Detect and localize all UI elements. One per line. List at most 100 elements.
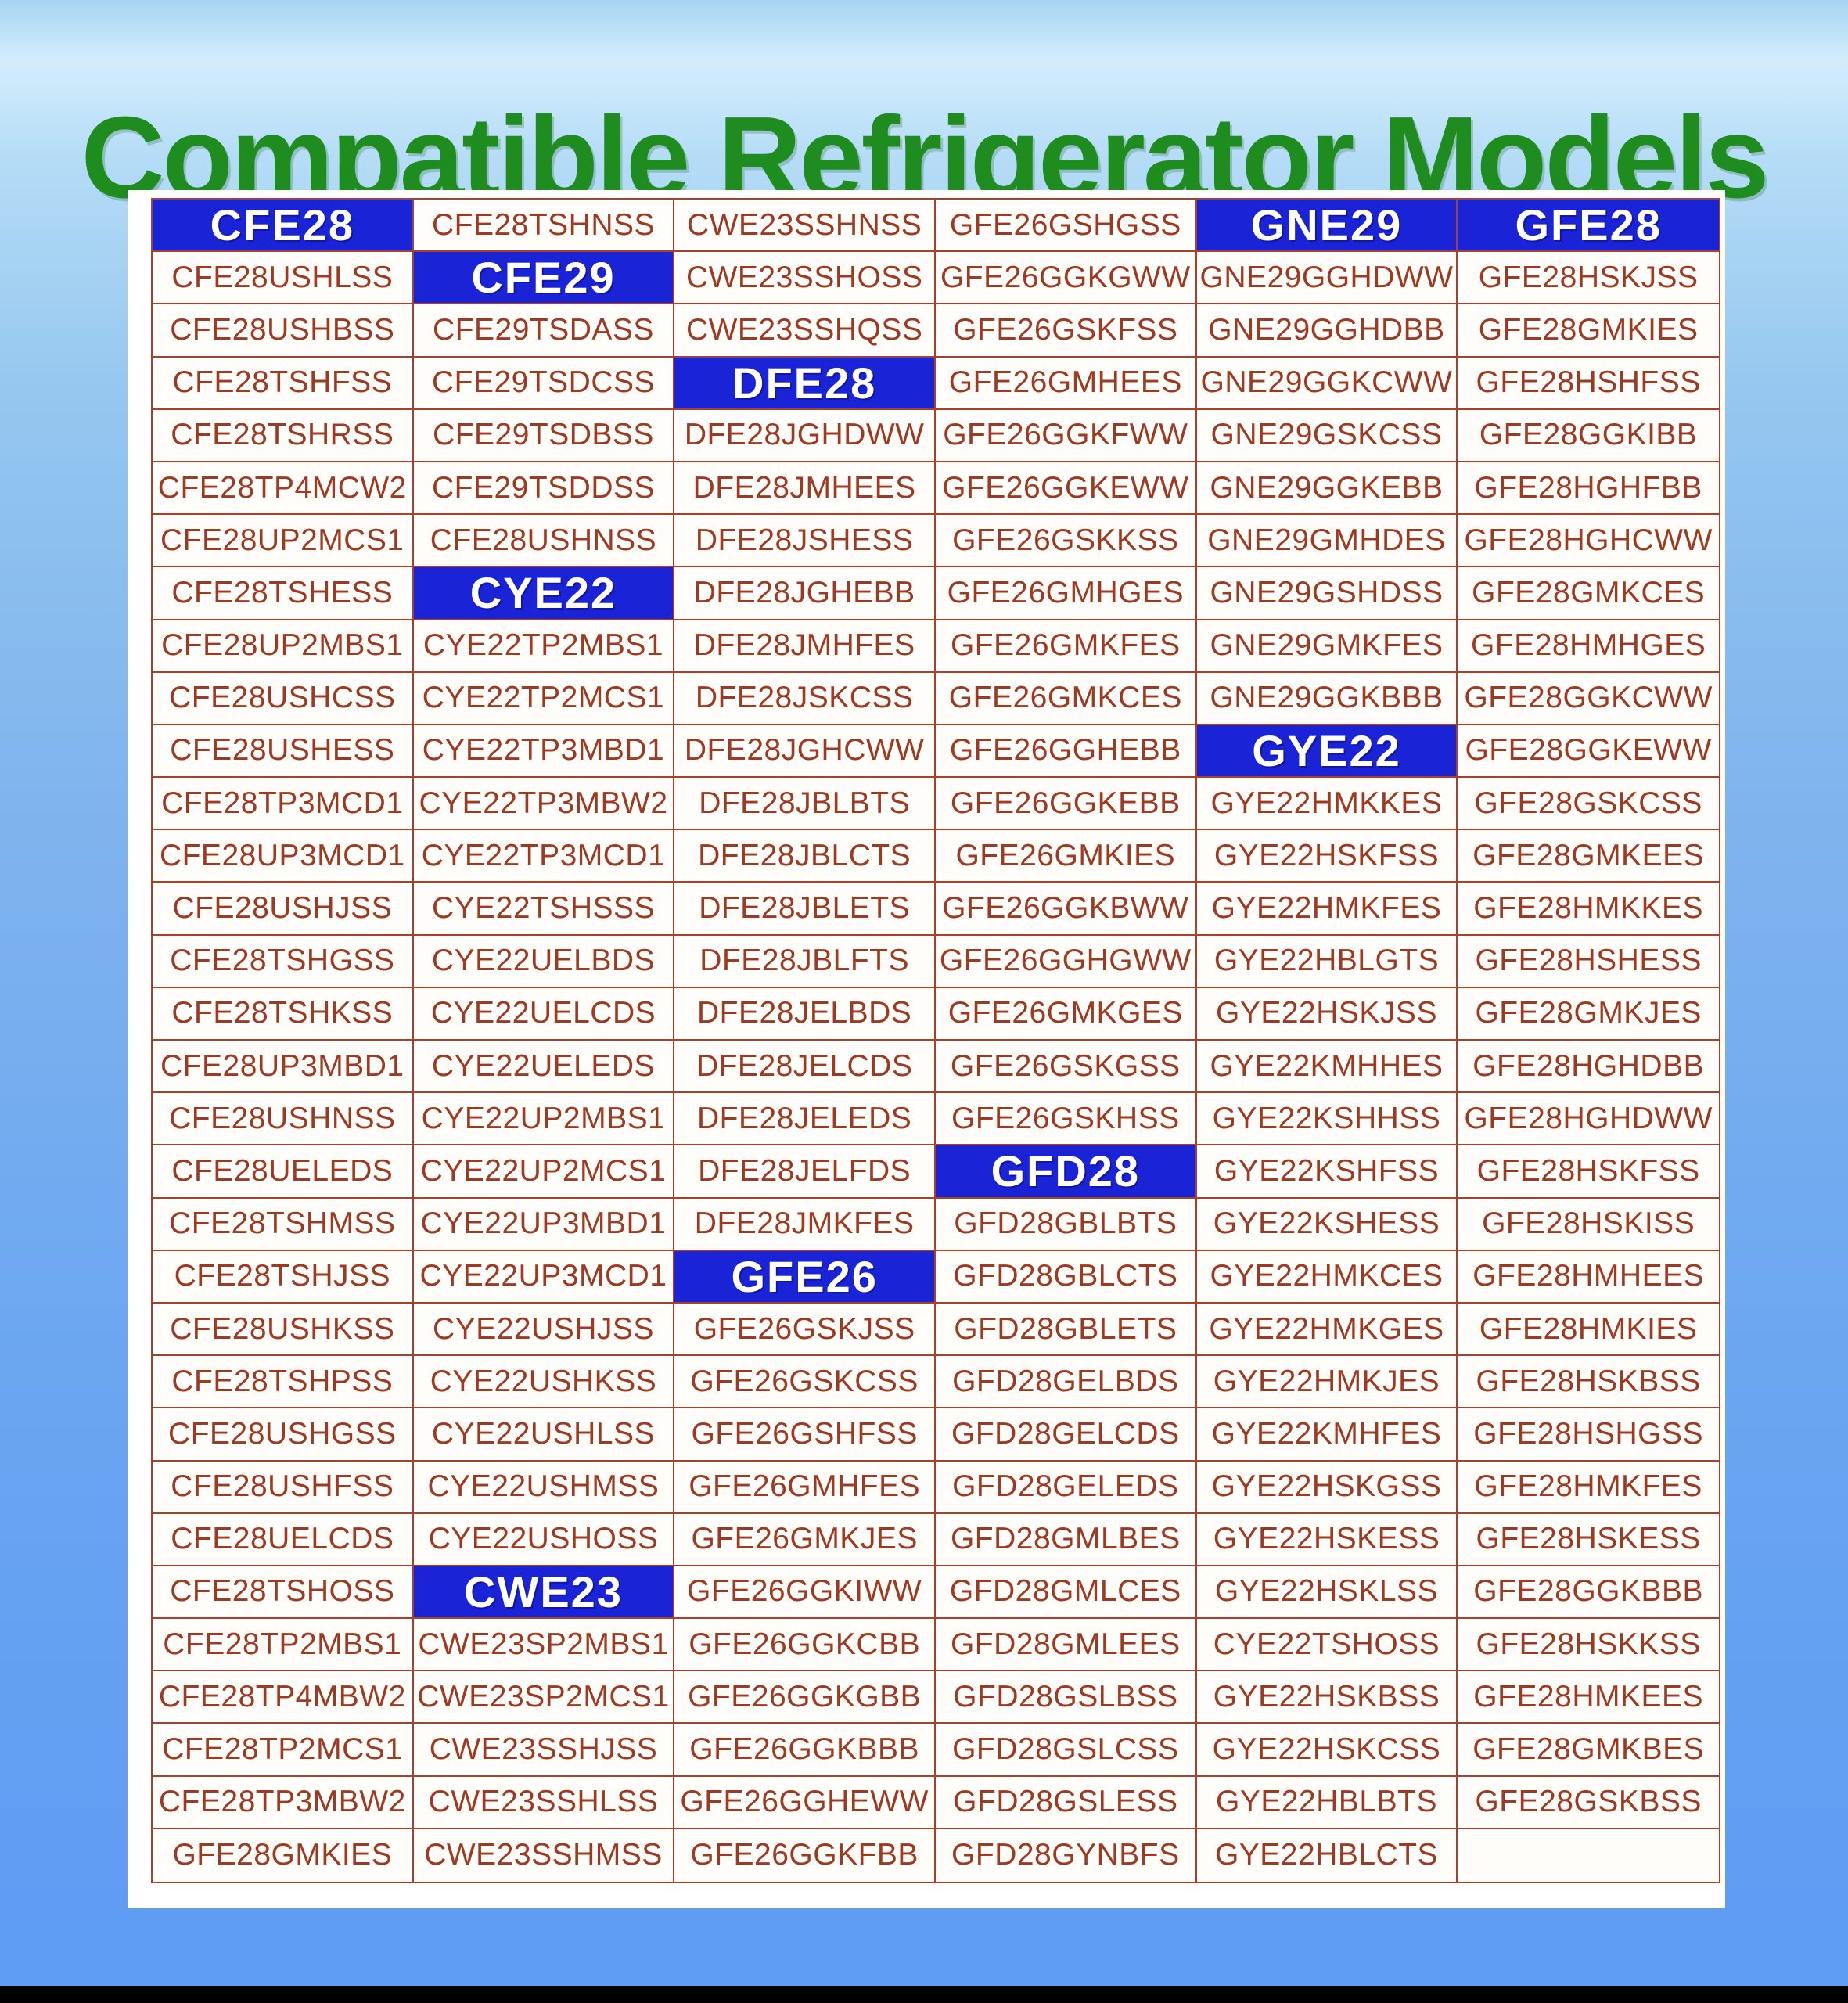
model-cell: GYE22HSKBSS <box>1196 1671 1458 1724</box>
model-cell: GFE28GMKJES <box>1458 987 1719 1041</box>
model-cell: CWE23SP2MCS1 <box>413 1671 675 1724</box>
model-cell: CYE22TP3MBD1 <box>413 725 675 779</box>
model-cell: CFE28USHNSS <box>413 515 675 568</box>
model-cell: DFE28JGHEBB <box>674 567 936 620</box>
series-header-badge: DFE28 <box>674 357 936 410</box>
model-cell: CFE29TSDCSS <box>413 357 675 410</box>
model-cell: GFD28GSLCSS <box>935 1724 1197 1777</box>
model-cell: GFE28HGHFBB <box>1458 462 1719 516</box>
model-cell: GFE28GMKEES <box>1458 830 1719 883</box>
model-cell: CYE22UP2MCS1 <box>413 1145 675 1199</box>
model-cell: DFE28JSKCSS <box>674 672 936 725</box>
model-cell: GNE29GGHDWW <box>1196 252 1458 305</box>
model-cell: GFE28HSKKSS <box>1458 1619 1719 1672</box>
model-cell: GFE28GMKCES <box>1458 567 1719 620</box>
model-cell: CFE28USHCSS <box>153 672 414 725</box>
model-cell: GFE28HMHEES <box>1458 1250 1719 1304</box>
model-cell: GFE26GGHGWW <box>935 935 1197 988</box>
model-cell: GFE26GMHFES <box>674 1461 936 1514</box>
model-cell: GYE22HMKKES <box>1196 778 1458 831</box>
model-cell: GYE22KMHFES <box>1196 1408 1458 1462</box>
model-cell: GFE28HMKFES <box>1458 1461 1719 1514</box>
model-cell: CFE28USHGSS <box>153 1408 414 1462</box>
model-cell: GYE22HSKGSS <box>1196 1461 1458 1514</box>
model-cell: CYE22USHJSS <box>413 1303 675 1357</box>
model-cell: CFE28TSHGSS <box>153 935 414 988</box>
model-cell: DFE28JBLFTS <box>674 935 936 988</box>
model-cell: GFD28GELCDS <box>935 1408 1197 1462</box>
model-cell: GYE22HSKESS <box>1196 1513 1458 1566</box>
series-header-badge: GYE22 <box>1196 725 1458 779</box>
model-cell: CYE22UELEDS <box>413 1041 675 1094</box>
model-cell: GFE26GGHEBB <box>935 725 1197 779</box>
model-cell: GFE26GGKIWW <box>674 1566 936 1620</box>
model-cell: CFE28TP2MCS1 <box>153 1724 414 1777</box>
model-cell: CFE28TSHNSS <box>413 200 675 253</box>
model-cell: CYE22USHLSS <box>413 1408 675 1462</box>
series-header-badge: CYE22 <box>413 567 675 620</box>
model-cell: CWE23SSHJSS <box>413 1724 675 1777</box>
model-cell: GYE22HSKCSS <box>1196 1724 1458 1777</box>
model-cell: GFE26GGKFWW <box>935 409 1197 462</box>
model-cell: CYE22TP2MBS1 <box>413 620 675 673</box>
model-cell: CWE23SSHMSS <box>413 1829 675 1882</box>
footer-bar <box>0 1986 1848 2003</box>
model-cell: CFE28TSHPSS <box>153 1356 414 1409</box>
model-cell: CFE28USHKSS <box>153 1303 414 1357</box>
model-cell: CFE29TSDDSS <box>413 462 675 516</box>
model-cell: GFE28GMKIES <box>153 1829 414 1882</box>
model-cell: GFD28GMLCES <box>935 1566 1197 1620</box>
model-cell: GFE26GMHGES <box>935 567 1197 620</box>
model-cell: GFE26GGHEWW <box>674 1776 936 1829</box>
model-cell: DFE28JBLCTS <box>674 830 936 883</box>
model-cell: CFE28UELCDS <box>153 1513 414 1566</box>
series-header-badge: GFE28 <box>1458 200 1719 253</box>
model-cell: GFE26GSKJSS <box>674 1303 936 1357</box>
model-cell: GFE28GGKIBB <box>1458 409 1719 462</box>
model-cell: CYE22TP3MCD1 <box>413 830 675 883</box>
model-cell: CFE28USHJSS <box>153 883 414 936</box>
model-cell: CFE28UP2MBS1 <box>153 620 414 673</box>
model-cell: CFE29TSDBSS <box>413 409 675 462</box>
model-cell: GFE26GSKKSS <box>935 515 1197 568</box>
model-cell: CYE22USHKSS <box>413 1356 675 1409</box>
model-cell: CYE22UELBDS <box>413 935 675 988</box>
model-cell: CFE28TP4MCW2 <box>153 462 414 516</box>
model-cell: GYE22HMKGES <box>1196 1303 1458 1357</box>
model-cell: GFE26GGKBWW <box>935 883 1197 936</box>
model-cell: GFE28GMKIES <box>1458 304 1719 358</box>
model-cell: GFD28GMLEES <box>935 1619 1197 1672</box>
model-cell: GFE26GSKGSS <box>935 1041 1197 1094</box>
model-cell: DFE28JMHFES <box>674 620 936 673</box>
model-cell: GYE22KSHHSS <box>1196 1093 1458 1146</box>
model-cell: DFE28JELCDS <box>674 1041 936 1094</box>
model-cell: GFE26GMKFES <box>935 620 1197 673</box>
model-cell: GFD28GBLETS <box>935 1303 1197 1357</box>
model-cell: GFE28GGKEWW <box>1458 725 1719 779</box>
model-cell: GFD28GYNBFS <box>935 1829 1197 1882</box>
model-cell: DFE28JMKFES <box>674 1198 936 1251</box>
model-cell: CFE28TSHJSS <box>153 1250 414 1304</box>
model-cell: GFE28HMKKES <box>1458 883 1719 936</box>
model-cell: CYE22UELCDS <box>413 987 675 1041</box>
models-grid: CFE28 CFE28USHLSS CFE28USHBSS CFE28TSHFSS CF… <box>151 198 1720 1883</box>
model-cell: CWE23SSHOSS <box>674 252 936 305</box>
model-cell: DFE28JELFDS <box>674 1145 936 1199</box>
model-cell: DFE28JBLBTS <box>674 778 936 831</box>
model-cell: GFE26GGKCBB <box>674 1619 936 1672</box>
model-cell: CFE28USHLSS <box>153 252 414 305</box>
model-cell: CYE22UP3MCD1 <box>413 1250 675 1304</box>
model-cell: CFE28TSHOSS <box>153 1566 414 1620</box>
model-cell: GFE26GSKCSS <box>674 1356 936 1409</box>
series-header-badge: GFD28 <box>935 1145 1197 1199</box>
model-cell: CFE28UP3MCD1 <box>153 830 414 883</box>
model-cell: GNE29GGKCWW <box>1196 357 1458 410</box>
model-cell: GNE29GMKFES <box>1196 620 1458 673</box>
model-cell: CYE22TSHSSS <box>413 883 675 936</box>
model-cell: GYE22HMKJES <box>1196 1356 1458 1409</box>
model-cell: GFE28GGKCWW <box>1458 672 1719 725</box>
model-cell: GFD28GSLESS <box>935 1776 1197 1829</box>
model-cell: DFE28JBLETS <box>674 883 936 936</box>
model-cell: CFE28UP2MCS1 <box>153 515 414 568</box>
